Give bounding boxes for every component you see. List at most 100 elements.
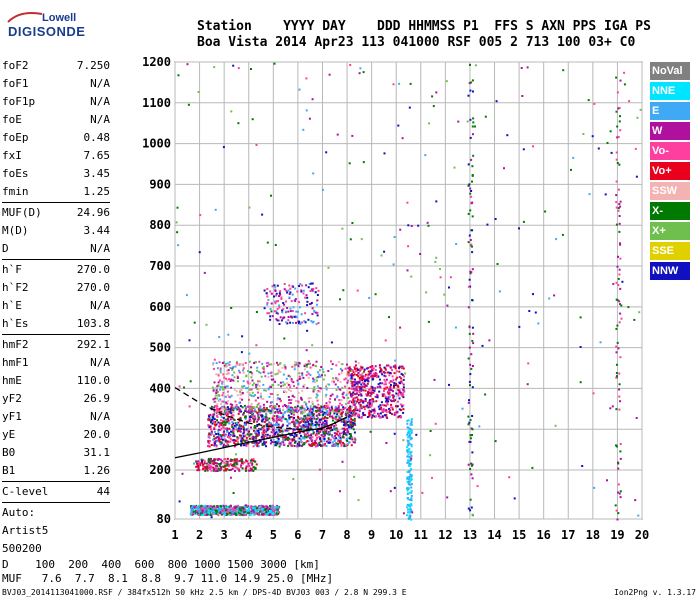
echo-point bbox=[494, 440, 497, 443]
echo-point bbox=[226, 406, 229, 409]
echo-point bbox=[332, 409, 335, 412]
echo-point bbox=[291, 395, 294, 398]
echo-point bbox=[335, 437, 338, 440]
echo-point bbox=[637, 514, 640, 517]
echo-point bbox=[639, 108, 642, 111]
echo-point bbox=[409, 430, 412, 433]
x-tick-label: 16 bbox=[536, 528, 550, 542]
echo-point bbox=[291, 365, 294, 368]
echo-point bbox=[303, 433, 306, 436]
echo-point bbox=[372, 400, 375, 403]
echo-point bbox=[337, 434, 340, 437]
echo-point bbox=[212, 363, 214, 366]
echo-point bbox=[406, 492, 409, 495]
echo-point bbox=[269, 308, 272, 310]
echo-point bbox=[407, 443, 410, 446]
echo-point bbox=[260, 409, 263, 412]
echo-point bbox=[265, 511, 268, 514]
echo-point bbox=[270, 405, 273, 408]
echo-point bbox=[218, 507, 221, 510]
echo-point bbox=[177, 244, 180, 247]
echo-point bbox=[275, 422, 278, 425]
muf-value-row: MUF 7.6 7.7 8.1 8.8 9.7 11.0 14.9 25.0 [… bbox=[2, 572, 334, 585]
echo-point bbox=[223, 435, 226, 438]
echo-point bbox=[352, 391, 355, 394]
echo-point bbox=[410, 275, 413, 278]
echo-point bbox=[292, 478, 295, 480]
echo-point bbox=[262, 505, 265, 508]
echo-point bbox=[263, 420, 266, 423]
echo-point bbox=[256, 442, 259, 445]
echo-point bbox=[406, 477, 409, 480]
echo-point bbox=[226, 460, 229, 463]
echo-point bbox=[406, 489, 409, 492]
echo-point bbox=[315, 430, 318, 433]
echo-point bbox=[472, 332, 475, 335]
echo-point bbox=[199, 214, 202, 217]
echo-point bbox=[380, 254, 383, 257]
echo-point bbox=[289, 287, 292, 290]
echo-point bbox=[305, 77, 308, 80]
echo-point bbox=[409, 468, 412, 470]
echo-point bbox=[307, 318, 310, 321]
echo-point bbox=[224, 363, 227, 365]
echo-point bbox=[373, 389, 376, 392]
echo-point bbox=[226, 430, 229, 433]
echo-point bbox=[276, 418, 279, 421]
echo-point bbox=[239, 397, 242, 400]
echo-point bbox=[253, 382, 256, 385]
echo-point bbox=[270, 507, 273, 510]
echo-point bbox=[627, 306, 630, 309]
echo-point bbox=[337, 406, 340, 409]
echo-point bbox=[197, 460, 200, 463]
echo-point bbox=[277, 418, 280, 421]
echo-point bbox=[287, 396, 290, 398]
param-value: 26.9 bbox=[83, 392, 111, 405]
echo-point bbox=[245, 459, 247, 462]
echo-point bbox=[254, 508, 257, 511]
echo-point bbox=[227, 411, 230, 414]
echo-point bbox=[246, 504, 249, 507]
echo-point bbox=[411, 418, 413, 421]
echo-point bbox=[244, 409, 247, 412]
echo-point bbox=[243, 411, 245, 414]
echo-point bbox=[255, 383, 258, 386]
echo-point bbox=[243, 513, 246, 516]
echo-point bbox=[250, 411, 253, 414]
echo-point bbox=[352, 384, 355, 387]
echo-point bbox=[318, 387, 321, 389]
echo-point bbox=[241, 398, 244, 401]
echo-point bbox=[467, 285, 470, 288]
param-separator bbox=[2, 259, 110, 260]
echo-point bbox=[258, 385, 261, 387]
echo-point bbox=[264, 433, 267, 436]
echo-point bbox=[235, 505, 238, 508]
echo-points bbox=[175, 62, 642, 521]
echo-point bbox=[299, 408, 302, 411]
echo-point bbox=[245, 506, 248, 508]
echo-point bbox=[615, 408, 618, 411]
echo-point bbox=[370, 375, 373, 378]
logo-swoosh-icon bbox=[7, 12, 43, 23]
echo-point bbox=[307, 376, 310, 379]
echo-point bbox=[268, 363, 271, 366]
echo-point bbox=[287, 405, 290, 408]
param-value: 44 bbox=[96, 485, 110, 498]
echo-point bbox=[498, 290, 501, 293]
echo-point bbox=[353, 437, 356, 440]
echo-point bbox=[226, 402, 229, 405]
echo-point bbox=[294, 298, 297, 301]
echo-point bbox=[271, 384, 274, 386]
echo-point bbox=[305, 423, 308, 426]
x-tick-label: 3 bbox=[221, 528, 228, 542]
echo-point bbox=[311, 290, 314, 293]
echo-point bbox=[231, 421, 234, 424]
echo-point bbox=[250, 511, 253, 514]
echo-point bbox=[302, 292, 305, 295]
echo-point bbox=[570, 168, 572, 171]
echo-point bbox=[321, 417, 324, 420]
echo-point bbox=[235, 404, 238, 407]
scaled-parameters-panel: foF2 7.250 foF1 N/A foF1p N/A foE N/A foEp 0.48 fx… bbox=[2, 57, 110, 558]
echo-point bbox=[321, 368, 324, 371]
echo-point bbox=[232, 464, 235, 466]
